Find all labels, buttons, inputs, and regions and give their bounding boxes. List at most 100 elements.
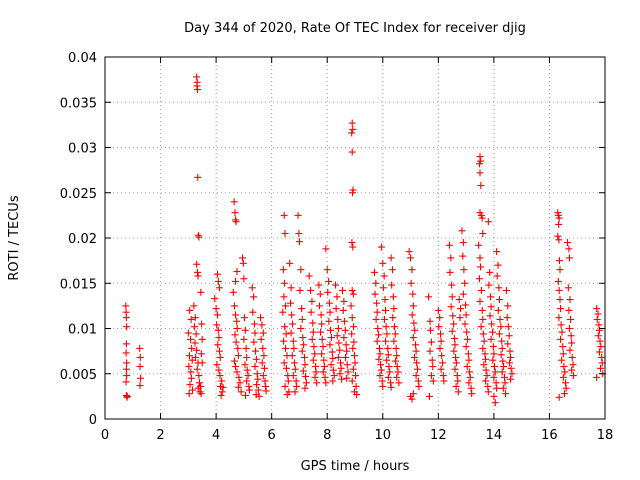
data-point <box>187 368 195 376</box>
data-point <box>414 365 421 373</box>
data-point <box>386 368 394 376</box>
x-tick-label: 8 <box>323 428 331 443</box>
data-point <box>448 281 456 289</box>
data-point <box>192 330 200 338</box>
data-point <box>136 353 144 361</box>
data-point <box>490 373 498 381</box>
data-point <box>332 305 340 313</box>
data-point <box>561 368 569 376</box>
data-point <box>390 323 398 331</box>
data-point <box>318 335 326 343</box>
data-point <box>565 245 573 253</box>
data-point <box>352 382 360 390</box>
data-point <box>191 314 199 322</box>
data-point <box>232 338 240 346</box>
x-tick-label: 10 <box>375 428 392 443</box>
data-point <box>233 317 241 325</box>
data-point <box>498 368 506 376</box>
data-point <box>566 346 574 354</box>
data-point <box>492 379 500 387</box>
data-point <box>484 218 492 226</box>
data-point <box>375 355 383 363</box>
data-point <box>302 379 310 387</box>
data-point <box>301 361 309 369</box>
data-point <box>377 243 385 251</box>
data-point <box>338 375 346 383</box>
data-point <box>190 302 198 310</box>
data-point <box>559 343 567 351</box>
data-point <box>466 373 474 381</box>
data-point <box>477 182 485 190</box>
data-point <box>340 297 348 305</box>
data-point <box>250 320 258 328</box>
data-point <box>456 314 464 322</box>
data-point <box>287 299 295 307</box>
data-point <box>504 302 512 310</box>
data-point <box>231 209 239 217</box>
data-point <box>309 328 317 336</box>
data-point <box>380 272 388 280</box>
data-point <box>257 335 265 343</box>
data-point <box>216 353 224 361</box>
y-tick-label: 0 <box>89 413 97 428</box>
data-point <box>312 368 320 376</box>
data-point <box>259 344 267 352</box>
data-point <box>253 381 261 389</box>
data-point <box>377 366 385 374</box>
data-point <box>281 323 289 331</box>
data-point <box>437 337 445 345</box>
data-point <box>457 305 465 313</box>
data-point <box>452 382 460 390</box>
data-point <box>507 353 515 361</box>
data-point <box>261 377 269 385</box>
data-point <box>448 327 456 335</box>
x-tick-label: 0 <box>101 428 109 443</box>
data-point <box>496 315 504 323</box>
data-point <box>187 335 195 343</box>
data-point <box>122 378 130 386</box>
data-point <box>243 353 251 361</box>
data-point <box>232 218 240 226</box>
data-point <box>455 296 463 304</box>
data-point <box>490 392 498 400</box>
data-point <box>435 323 443 331</box>
data-point <box>258 359 266 367</box>
data-point <box>235 373 243 381</box>
data-point <box>193 346 201 354</box>
data-point <box>478 306 486 314</box>
data-point <box>594 332 602 340</box>
data-point <box>555 214 563 222</box>
data-point <box>569 361 577 369</box>
data-point <box>372 279 380 287</box>
data-point <box>187 315 195 323</box>
data-point <box>557 321 565 329</box>
data-point <box>122 365 130 373</box>
data-point <box>447 254 455 262</box>
data-point <box>412 341 420 349</box>
data-point <box>405 248 413 256</box>
data-point <box>192 353 200 361</box>
data-point <box>462 343 470 351</box>
data-point <box>482 355 490 363</box>
data-point <box>344 368 352 376</box>
data-point <box>230 302 238 310</box>
data-point <box>194 268 201 276</box>
data-point <box>320 363 328 371</box>
data-point <box>295 229 303 237</box>
data-point <box>350 352 358 360</box>
data-point <box>244 372 252 380</box>
data-point <box>459 290 467 298</box>
data-point <box>426 347 434 355</box>
data-point <box>465 356 473 364</box>
data-point <box>136 344 144 352</box>
data-point <box>384 351 392 359</box>
data-point <box>234 344 242 352</box>
data-point <box>327 334 335 342</box>
data-point <box>415 382 423 390</box>
data-point <box>595 321 603 329</box>
data-point <box>214 326 222 334</box>
x-tick-label: 2 <box>156 428 164 443</box>
data-point <box>477 286 485 294</box>
data-point <box>259 372 267 380</box>
